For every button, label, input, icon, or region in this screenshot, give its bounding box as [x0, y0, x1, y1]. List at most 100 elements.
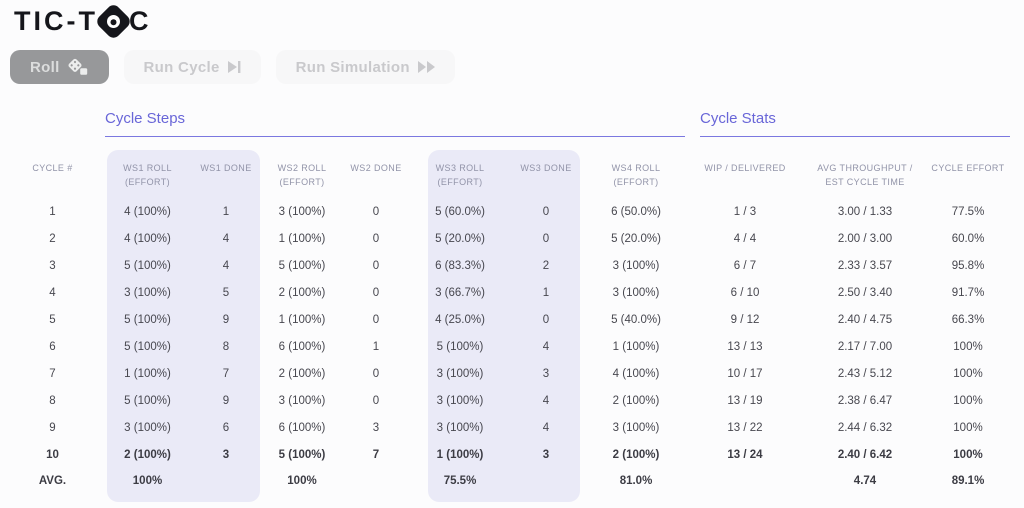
cell-wip-delivered: 13 / 24 [727, 448, 763, 461]
cell-ws4-roll: 5 (20.0%) [611, 232, 661, 245]
cell-ws4-roll: 2 (100%) [612, 394, 660, 407]
col-header-wip-delivered: WIP / DELIVERED [704, 163, 786, 173]
run-simulation-button[interactable]: Run Simulation [275, 50, 455, 84]
cell-cycle-effort: 91.7% [951, 286, 985, 299]
cell-cycle-effort: 100% [953, 340, 983, 353]
cell-ws3-done: 0 [542, 313, 550, 326]
cell-ws4-roll: 2 (100%) [612, 448, 660, 461]
cell-wip-delivered: 9 / 12 [730, 313, 760, 326]
cell-ws3-roll: 3 (100%) [436, 421, 484, 434]
ws1-column-highlight [107, 150, 260, 502]
roll-button[interactable]: Roll [10, 50, 109, 84]
cell-ws3-done: 2 [542, 259, 550, 272]
cell-cycle: 3 [49, 259, 56, 272]
cell-ws1-done: 4 [222, 232, 230, 245]
cell-ws1-done: 1 [222, 205, 230, 218]
cell-ws1-done: 9 [222, 313, 230, 326]
cell-avg-throughput: 2.33 / 3.57 [837, 259, 893, 272]
cell-ws1-done: 4 [222, 259, 230, 272]
avg-cell-ws2-done [342, 468, 410, 502]
avg-cell-ws1-roll: 100% [132, 475, 163, 487]
cell-wip-delivered: 6 / 7 [733, 259, 757, 272]
run-cycle-button[interactable]: Run Cycle [123, 50, 261, 84]
cell-ws1-done: 6 [222, 421, 230, 434]
cell-cycle-effort: 95.8% [951, 259, 985, 272]
cell-ws3-roll: 5 (100%) [436, 340, 484, 353]
cell-cycle: 9 [49, 421, 56, 434]
cell-ws3-roll: 5 (20.0%) [435, 232, 485, 245]
cell-wip-delivered: 4 / 4 [733, 232, 757, 245]
cell-ws2-done: 0 [372, 313, 380, 326]
cell-ws4-roll: 3 (100%) [612, 259, 660, 272]
cell-cycle: 7 [49, 367, 56, 380]
cell-cycle-effort: 100% [953, 421, 983, 434]
avg-cell-ws4-roll: 81.0% [619, 475, 653, 487]
cell-ws4-roll: 3 (100%) [612, 286, 660, 299]
cell-ws2-roll: 6 (100%) [278, 340, 326, 353]
cell-ws2-roll: 5 (100%) [278, 448, 326, 461]
col-header-ws1-roll: WS1 ROLL (EFFORT) [123, 163, 172, 188]
cell-cycle: 2 [49, 232, 56, 245]
cell-ws1-roll: 4 (100%) [124, 205, 171, 218]
cell-ws3-roll: 3 (66.7%) [435, 286, 485, 299]
cell-ws1-done: 7 [222, 367, 230, 380]
avg-cell-ws3-done [510, 468, 582, 502]
avg-cell-avg-throughput: 4.74 [853, 475, 877, 487]
avg-cell-cycle-effort: 89.1% [951, 475, 985, 487]
cell-cycle-effort: 60.0% [951, 232, 985, 245]
cycle-table: CYCLE # WS1 ROLL (EFFORT) WS1 DONE WS2 R… [0, 150, 1024, 502]
cell-ws3-done: 3 [542, 448, 550, 461]
col-header-ws2-done: WS2 DONE [350, 163, 402, 173]
avg-cell-ws3-roll: 75.5% [443, 475, 477, 487]
cell-cycle-effort: 100% [953, 394, 983, 407]
col-header-avg-throughput: AVG THROUGHPUT / EST CYCLE TIME [817, 163, 913, 188]
cell-avg-throughput: 2.50 / 3.40 [837, 286, 893, 299]
avg-cell-ws1-done [190, 468, 262, 502]
cell-ws1-done: 3 [222, 448, 230, 461]
cell-cycle: 8 [49, 394, 56, 407]
table-grid: CYCLE # WS1 ROLL (EFFORT) WS1 DONE WS2 R… [0, 150, 1024, 502]
cell-ws1-roll: 5 (100%) [124, 340, 171, 353]
cell-ws2-roll: 3 (100%) [278, 205, 326, 218]
cell-ws2-done: 0 [372, 205, 380, 218]
cell-ws2-done: 3 [372, 421, 380, 434]
cell-wip-delivered: 13 / 13 [727, 340, 763, 353]
cell-ws1-done: 9 [222, 394, 230, 407]
cell-ws2-done: 1 [372, 340, 380, 353]
cell-ws3-roll: 5 (60.0%) [435, 205, 485, 218]
cell-ws1-roll: 5 (100%) [124, 394, 171, 407]
cell-ws3-roll: 1 (100%) [436, 448, 484, 461]
cell-avg-throughput: 2.40 / 4.75 [837, 313, 893, 326]
cell-cycle-effort: 77.5% [951, 205, 985, 218]
cell-ws2-roll: 6 (100%) [278, 421, 326, 434]
cell-avg-throughput: 2.17 / 7.00 [837, 340, 893, 353]
cell-ws1-done: 5 [222, 286, 230, 299]
cell-ws3-done: 0 [542, 205, 550, 218]
cell-ws2-done: 0 [372, 259, 380, 272]
cell-ws3-roll: 3 (100%) [436, 394, 484, 407]
logo-text-prefix: TIC-T [14, 6, 98, 36]
cell-ws3-done: 4 [542, 340, 550, 353]
cell-avg-throughput: 3.00 / 1.33 [837, 205, 893, 218]
ws3-column-highlight [428, 150, 580, 502]
dice-icon [68, 58, 89, 76]
cell-ws1-roll: 3 (100%) [124, 421, 171, 434]
avg-cell-ws2-roll: 100% [287, 475, 317, 487]
cell-ws1-roll: 1 (100%) [124, 367, 171, 380]
col-header-ws1-done: WS1 DONE [200, 163, 252, 173]
cycle-steps-section-title: Cycle Steps [105, 110, 685, 137]
cell-ws3-roll: 3 (100%) [436, 367, 484, 380]
cell-ws3-done: 4 [542, 394, 550, 407]
logo-text-suffix: C [128, 6, 152, 36]
cell-ws4-roll: 1 (100%) [612, 340, 660, 353]
cell-ws4-roll: 3 (100%) [612, 421, 660, 434]
col-header-ws4-roll: WS4 ROLL (EFFORT) [611, 163, 661, 188]
cell-ws4-roll: 6 (50.0%) [611, 205, 661, 218]
app-logo: TIC-T C [14, 2, 152, 41]
cell-avg-throughput: 2.43 / 5.12 [837, 367, 893, 380]
cell-ws2-done: 0 [372, 232, 380, 245]
cell-ws2-roll: 1 (100%) [278, 313, 326, 326]
cell-ws2-done: 0 [372, 394, 380, 407]
cell-wip-delivered: 10 / 17 [727, 367, 763, 380]
cell-ws2-roll: 2 (100%) [278, 367, 326, 380]
